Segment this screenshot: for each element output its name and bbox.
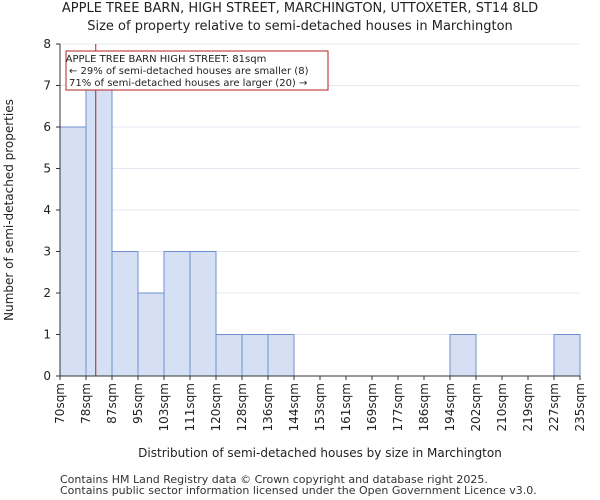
bar-128sqm: [241, 334, 269, 377]
x-tick-label: 202sqm: [469, 383, 483, 431]
y-axis-label: Number of semi-detached properties: [2, 99, 16, 321]
y-tick-label: 1: [43, 328, 51, 342]
bar-70sqm: [59, 126, 87, 377]
bar-103sqm: [163, 251, 191, 377]
bar-87sqm: [111, 251, 139, 377]
y-tick-label: 3: [43, 245, 51, 259]
y-tick-label: 5: [43, 162, 51, 176]
x-tick-label: 128sqm: [235, 383, 249, 431]
annotation-line-3: 71% of semi-detached houses are larger (…: [69, 78, 307, 89]
x-tick-label: 161sqm: [339, 383, 353, 431]
x-tick-label: 186sqm: [417, 383, 431, 431]
x-tick-label: 177sqm: [391, 383, 405, 431]
annotation-line-2: ← 29% of semi-detached houses are smalle…: [69, 66, 309, 77]
x-tick-label: 144sqm: [287, 383, 301, 431]
chart-title-subtitle: Size of property relative to semi-detach…: [87, 19, 513, 34]
y-tick-label: 7: [43, 79, 51, 93]
bars: [59, 85, 581, 377]
x-tick-label: 87sqm: [105, 383, 119, 424]
annotation-line-1: APPLE TREE BARN HIGH STREET: 81sqm: [66, 54, 267, 65]
y-tick-label: 6: [43, 120, 51, 134]
bar-120sqm: [215, 334, 243, 377]
chart-title-address: APPLE TREE BARN, HIGH STREET, MARCHINGTO…: [61, 1, 539, 16]
bar-95sqm: [137, 292, 165, 377]
x-tick-label: 136sqm: [261, 383, 275, 431]
bar-136sqm: [267, 334, 295, 377]
x-tick-label: 78sqm: [79, 383, 93, 424]
y-tick-label: 0: [43, 369, 51, 383]
footer-copyright: Contains HM Land Registry data © Crown c…: [60, 473, 488, 486]
x-tick-label: 103sqm: [157, 383, 171, 431]
x-tick-label: 169sqm: [365, 383, 379, 431]
x-tick-label: 210sqm: [495, 383, 509, 431]
x-tick-label: 235sqm: [573, 383, 587, 431]
x-tick-label: 111sqm: [183, 383, 197, 431]
y-tick-label: 2: [43, 286, 51, 300]
x-tick-label: 95sqm: [131, 383, 145, 424]
x-axis-label: Distribution of semi-detached houses by …: [138, 446, 502, 460]
x-tick-labels: 70sqm 78sqm 87sqm 95sqm 103sqm 111sqm 120sqm 12…: [53, 376, 587, 431]
bar-227sqm: [553, 334, 581, 377]
bar-111sqm: [189, 251, 217, 377]
footer-licence: Contains public sector information licen…: [60, 484, 537, 497]
y-tick-labels: 0 1 2 3 4 5 6 7 8: [43, 37, 60, 383]
x-tick-label: 120sqm: [209, 383, 223, 431]
x-tick-label: 227sqm: [547, 383, 561, 431]
x-tick-label: 70sqm: [53, 383, 67, 424]
y-tick-label: 8: [43, 37, 51, 51]
x-tick-label: 194sqm: [443, 383, 457, 431]
bar-194sqm: [449, 334, 477, 377]
x-tick-label: 153sqm: [313, 383, 327, 431]
y-tick-label: 4: [43, 203, 51, 217]
x-tick-label: 219sqm: [521, 383, 535, 431]
annotation-box: APPLE TREE BARN HIGH STREET: 81sqm ← 29%…: [65, 50, 329, 91]
bar-78sqm: [85, 85, 113, 377]
annotation-border: [65, 50, 329, 91]
